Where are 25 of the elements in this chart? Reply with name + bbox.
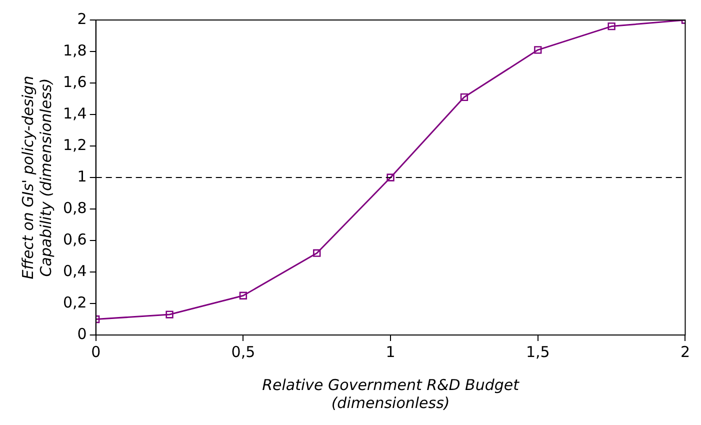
point [460, 93, 468, 102]
x-tick-label: 2 [680, 342, 690, 361]
y-tick-label: 1,8 [62, 41, 87, 60]
y-tick-label: 0,6 [62, 230, 87, 248]
point [534, 46, 542, 54]
x-tick-label: 1 [386, 342, 396, 361]
y-tick-label: 0,4 [62, 262, 87, 280]
point [239, 292, 248, 300]
x-axis-title: Relative Government R&D Budget (dimensionless) [262, 376, 520, 412]
y-tick-label: 0,8 [62, 198, 87, 217]
point [313, 249, 321, 257]
y-tick-label: 1 [77, 167, 87, 186]
y-tick-label: 2 [77, 10, 87, 28]
point [166, 310, 174, 318]
x-tick-label: 0 [91, 342, 101, 361]
x-tick-label: 1,5 [526, 342, 550, 361]
y-tick-label: 1,4 [62, 104, 87, 122]
point [386, 174, 394, 182]
y-tick-label: 0,2 [62, 293, 87, 312]
point [608, 22, 616, 30]
y-tick-label: 1,2 [62, 136, 87, 154]
x-tick-label: 0,5 [231, 342, 256, 361]
y-axis-title: Effect on GIs' policy-design Capability (dimensionless) [18, 76, 55, 280]
y-tick-label: 1,6 [62, 72, 87, 91]
y-tick-label: 0 [77, 324, 87, 343]
